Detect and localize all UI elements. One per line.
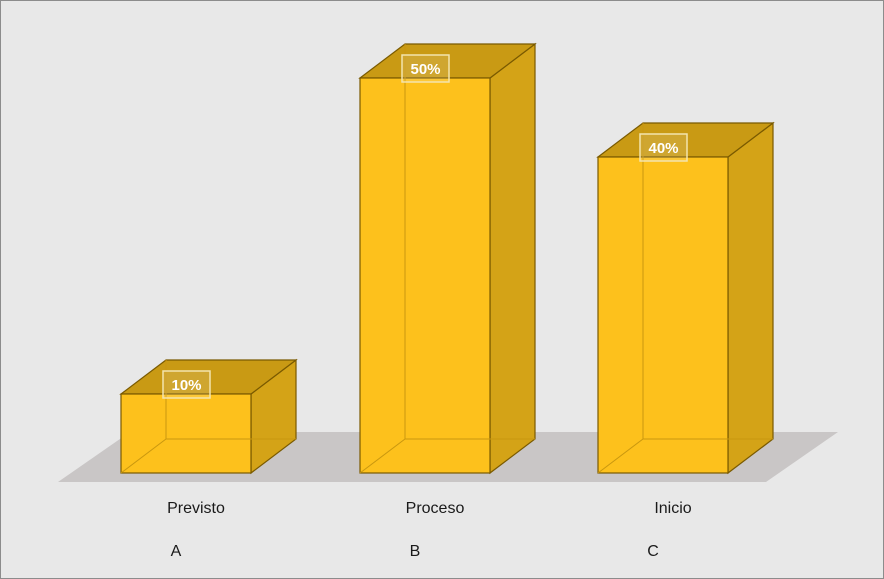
data-label: 50% <box>401 54 450 83</box>
bar-side-face <box>489 42 536 475</box>
bar-group <box>119 42 775 475</box>
data-label-text: 40% <box>648 140 678 157</box>
data-label-box <box>639 133 688 162</box>
bar-previsto <box>119 358 298 475</box>
category-sub-label: A <box>171 543 182 560</box>
data-label-text: 50% <box>410 61 440 78</box>
label-group: 10% Previsto A 50% Proceso B 40% Inicio C <box>162 54 692 560</box>
bar-inicio <box>596 121 775 475</box>
bar-hidden-edge <box>359 438 406 474</box>
bar-hidden-edge <box>597 438 644 474</box>
category-label: Inicio <box>654 500 691 517</box>
bar-front-face <box>120 393 252 474</box>
bar-side-face <box>727 121 774 475</box>
data-label: 10% <box>162 370 211 399</box>
data-label-text: 10% <box>171 377 201 394</box>
category-sub-label: C <box>647 543 659 560</box>
bar-hidden-edge <box>120 438 167 474</box>
bar-front-face <box>359 77 491 474</box>
data-label: 40% <box>639 133 688 162</box>
data-label-box <box>162 370 211 399</box>
bar-front-face <box>597 156 729 474</box>
bar-proceso <box>358 42 537 475</box>
data-label-box <box>401 54 450 83</box>
category-label: Proceso <box>406 500 465 517</box>
category-sub-label: B <box>410 543 421 560</box>
category-label: Previsto <box>167 500 225 517</box>
